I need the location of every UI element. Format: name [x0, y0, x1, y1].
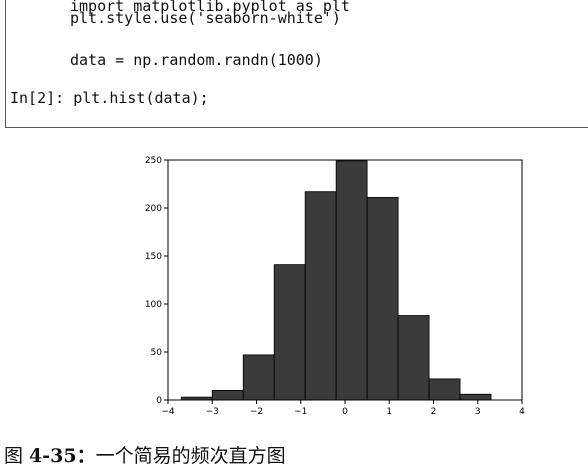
x-tick-label: −3 [206, 407, 219, 417]
y-tick-label: 50 [151, 348, 163, 358]
histogram-bar [460, 394, 491, 400]
code-line-input-prompt: In[2]: plt.hist(data); [10, 89, 209, 107]
x-tick-label: −4 [161, 407, 175, 417]
histogram-bar [398, 316, 429, 400]
code-line: data = np.random.randn(1000) [70, 51, 323, 69]
x-tick-label: −1 [294, 407, 307, 417]
y-tick-label: 100 [145, 300, 162, 310]
y-tick-label: 200 [145, 204, 162, 214]
y-tick-label: 150 [145, 252, 162, 262]
histogram-bar [212, 390, 243, 400]
y-tick-label: 250 [145, 156, 162, 166]
histogram-bar [274, 265, 305, 400]
x-tick-label: 2 [431, 407, 437, 417]
x-tick-label: −2 [250, 407, 263, 417]
x-tick-label: 0 [342, 407, 348, 417]
code-line: plt.style.use('seaborn-white') [70, 9, 341, 27]
histogram-bar [367, 197, 398, 400]
histogram-bar [336, 161, 367, 400]
code-cell: import matplotlib.pyplot as plt plt.styl… [5, 0, 588, 128]
x-tick-label: 1 [386, 407, 392, 417]
histogram-bar [429, 379, 460, 400]
y-tick-label: 0 [156, 396, 162, 406]
histogram-chart: −4 −3 −2 −1 0 1 2 3 4 0 50 100 150 200 250 [130, 150, 530, 420]
x-tick-label: 3 [475, 407, 481, 417]
histogram-bar [243, 355, 274, 400]
x-tick-label: 4 [519, 407, 525, 417]
histogram-bar [305, 192, 336, 400]
